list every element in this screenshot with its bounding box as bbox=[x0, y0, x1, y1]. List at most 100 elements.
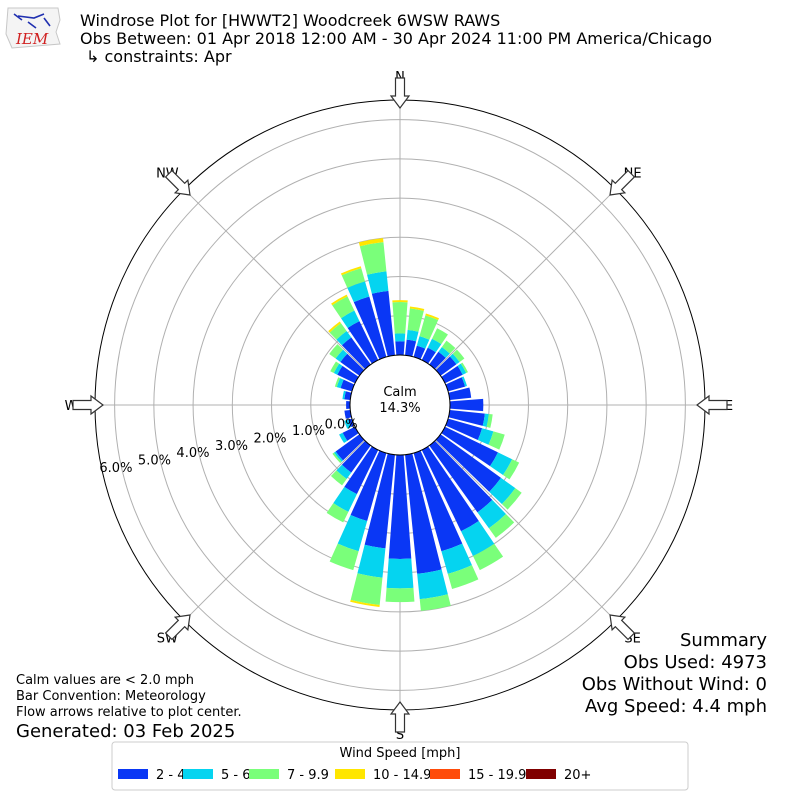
calm-note: Calm values are < 2.0 mph bbox=[16, 673, 194, 688]
bar-dir-290-bin-2 bbox=[334, 377, 341, 388]
bar-dir-30-bin-2 bbox=[432, 328, 448, 345]
bar-dir-290-bin-0 bbox=[340, 379, 355, 392]
bar-dir-330-bin-2 bbox=[332, 296, 355, 319]
flow-arrows bbox=[72, 77, 728, 733]
bar-dir-100-bin-0 bbox=[448, 410, 485, 426]
bar-dir-190-bin-1 bbox=[357, 544, 386, 578]
bar-dir-190-bin-2 bbox=[350, 573, 383, 606]
radial-tick-1: 1.0% bbox=[292, 424, 325, 439]
bar-dir-130-bin-0 bbox=[435, 434, 502, 492]
legend-title: Wind Speed [mph] bbox=[340, 746, 461, 761]
legend: Wind Speed [mph] 2 - 4.9 5 - 6.9 7 - 9.9 10… bbox=[111, 741, 689, 791]
flow-arrow-ne-icon bbox=[609, 169, 636, 196]
bar-dir-160-bin-1 bbox=[441, 543, 472, 574]
bar-dir-280-bin-1 bbox=[342, 390, 346, 400]
bar-dir-150-bin-1 bbox=[461, 520, 495, 556]
legend-swatch-4 bbox=[430, 769, 460, 779]
bar-dir-150-bin-2 bbox=[472, 543, 504, 571]
calm-value: 14.3% bbox=[379, 401, 420, 416]
bar-dir-270-bin-0 bbox=[346, 401, 351, 409]
grid-spoke-45 bbox=[435, 188, 617, 370]
bar-dir-0-bin-2 bbox=[392, 302, 408, 334]
bar-dir-20-bin-3 bbox=[425, 313, 439, 321]
bar-dir-140-bin-0 bbox=[429, 440, 493, 513]
bar-dir-40-bin-0 bbox=[429, 351, 446, 370]
summary-obs-used: Obs Used: 4973 bbox=[624, 652, 767, 673]
bar-dir-340-bin-3 bbox=[340, 266, 362, 276]
bar-dir-230-bin-1 bbox=[333, 451, 344, 462]
bar-dir-240-bin-1 bbox=[339, 432, 348, 444]
radial-tick-2: 2.0% bbox=[253, 431, 286, 446]
bar-dir-300-bin-2 bbox=[330, 361, 340, 373]
calm-label: Calm bbox=[383, 385, 416, 400]
bar-dir-60-bin-1 bbox=[457, 363, 467, 375]
bar-dir-130-bin-1 bbox=[489, 477, 516, 505]
bar-dir-200-bin-2 bbox=[329, 543, 359, 571]
compass-label-s: S bbox=[396, 728, 404, 743]
bar-dir-220-bin-2 bbox=[330, 470, 347, 486]
bar-dir-0-bin-3 bbox=[392, 300, 408, 303]
bar-dir-110-bin-1 bbox=[477, 428, 494, 445]
legend-swatch-3 bbox=[335, 769, 365, 779]
bar-dir-160-bin-2 bbox=[447, 565, 479, 590]
compass-label-e: E bbox=[725, 399, 733, 414]
bar-dir-170-bin-1 bbox=[417, 569, 448, 600]
bar-dir-210-bin-2 bbox=[326, 503, 349, 523]
legend-swatch-2 bbox=[249, 769, 279, 779]
radial-tick-6: 6.0% bbox=[99, 461, 132, 476]
legend-items: 2 - 4.9 5 - 6.9 7 - 9.9 10 - 14.9 15 - 19.9 2… bbox=[118, 768, 591, 783]
bar-dir-20-bin-1 bbox=[416, 336, 430, 349]
bar-dir-50-bin-2 bbox=[452, 349, 465, 362]
generated-date: Generated: 03 Feb 2025 bbox=[16, 721, 235, 742]
calm-circle bbox=[349, 354, 451, 456]
bar-dir-170-bin-0 bbox=[405, 453, 442, 574]
legend-label-4: 15 - 19.9 bbox=[468, 768, 526, 783]
grid-spoke-225 bbox=[183, 440, 365, 622]
bar-dir-10-bin-0 bbox=[405, 339, 417, 357]
grid-spoke-135 bbox=[435, 440, 617, 622]
bar-convention-note: Bar Convention: Meteorology bbox=[16, 689, 206, 704]
iem-logo: IEM bbox=[5, 7, 61, 49]
summary-heading: Summary bbox=[680, 630, 767, 651]
legend-label-5: 20+ bbox=[564, 768, 591, 783]
bar-dir-110-bin-2 bbox=[488, 431, 505, 450]
bar-dir-120-bin-2 bbox=[503, 459, 520, 480]
radial-tick-labels: 0.0%1.0% 2.0% 3.0% 4.0% 5.0% 6.0% bbox=[99, 417, 357, 476]
logo-text: IEM bbox=[15, 30, 49, 48]
legend-swatch-0 bbox=[118, 769, 148, 779]
bar-dir-250-bin-0 bbox=[348, 418, 355, 428]
bar-dir-200-bin-0 bbox=[350, 450, 387, 522]
constraints-text: ↳ constraints: Apr bbox=[86, 47, 232, 66]
bar-dir-0-bin-0 bbox=[395, 341, 405, 356]
bar-dir-50-bin-1 bbox=[449, 353, 460, 365]
summary-block: Summary Obs Used: 4973 Obs Without Wind:… bbox=[582, 630, 768, 717]
bar-dir-230-bin-2 bbox=[332, 452, 342, 464]
bar-dir-320-bin-0 bbox=[341, 337, 371, 370]
bar-dir-120-bin-1 bbox=[490, 452, 513, 476]
bar-dir-100-bin-2 bbox=[486, 414, 493, 428]
flow-arrow-w-icon bbox=[72, 394, 104, 416]
flow-arrow-se-icon bbox=[609, 614, 636, 641]
bar-dir-80-bin-0 bbox=[448, 387, 472, 400]
bar-dir-70-bin-0 bbox=[445, 377, 466, 392]
bar-dir-130-bin-2 bbox=[501, 488, 522, 510]
bar-dir-10-bin-3 bbox=[409, 306, 425, 311]
bar-dir-280-bin-0 bbox=[344, 391, 352, 400]
bar-dir-330-bin-3 bbox=[331, 294, 348, 306]
bar-dir-340-bin-2 bbox=[341, 268, 366, 288]
bar-dir-190-bin-3 bbox=[350, 599, 380, 607]
radial-tick-5: 5.0% bbox=[138, 454, 171, 469]
grid-spoke-315 bbox=[183, 188, 365, 370]
wind-bars bbox=[326, 238, 522, 611]
bar-dir-320-bin-1 bbox=[336, 331, 352, 346]
bar-dir-320-bin-2 bbox=[329, 323, 347, 340]
bar-dir-20-bin-2 bbox=[419, 315, 439, 340]
bar-dir-230-bin-0 bbox=[335, 434, 365, 461]
bar-dir-320-bin-3 bbox=[328, 321, 341, 333]
bar-dir-350-bin-1 bbox=[367, 271, 389, 294]
radial-tick-3: 3.0% bbox=[215, 439, 248, 454]
bar-dir-250-bin-1 bbox=[344, 419, 351, 429]
bar-dir-350-bin-0 bbox=[371, 290, 395, 357]
bar-dir-30-bin-0 bbox=[421, 347, 436, 364]
flow-arrow-n-icon bbox=[389, 77, 411, 109]
